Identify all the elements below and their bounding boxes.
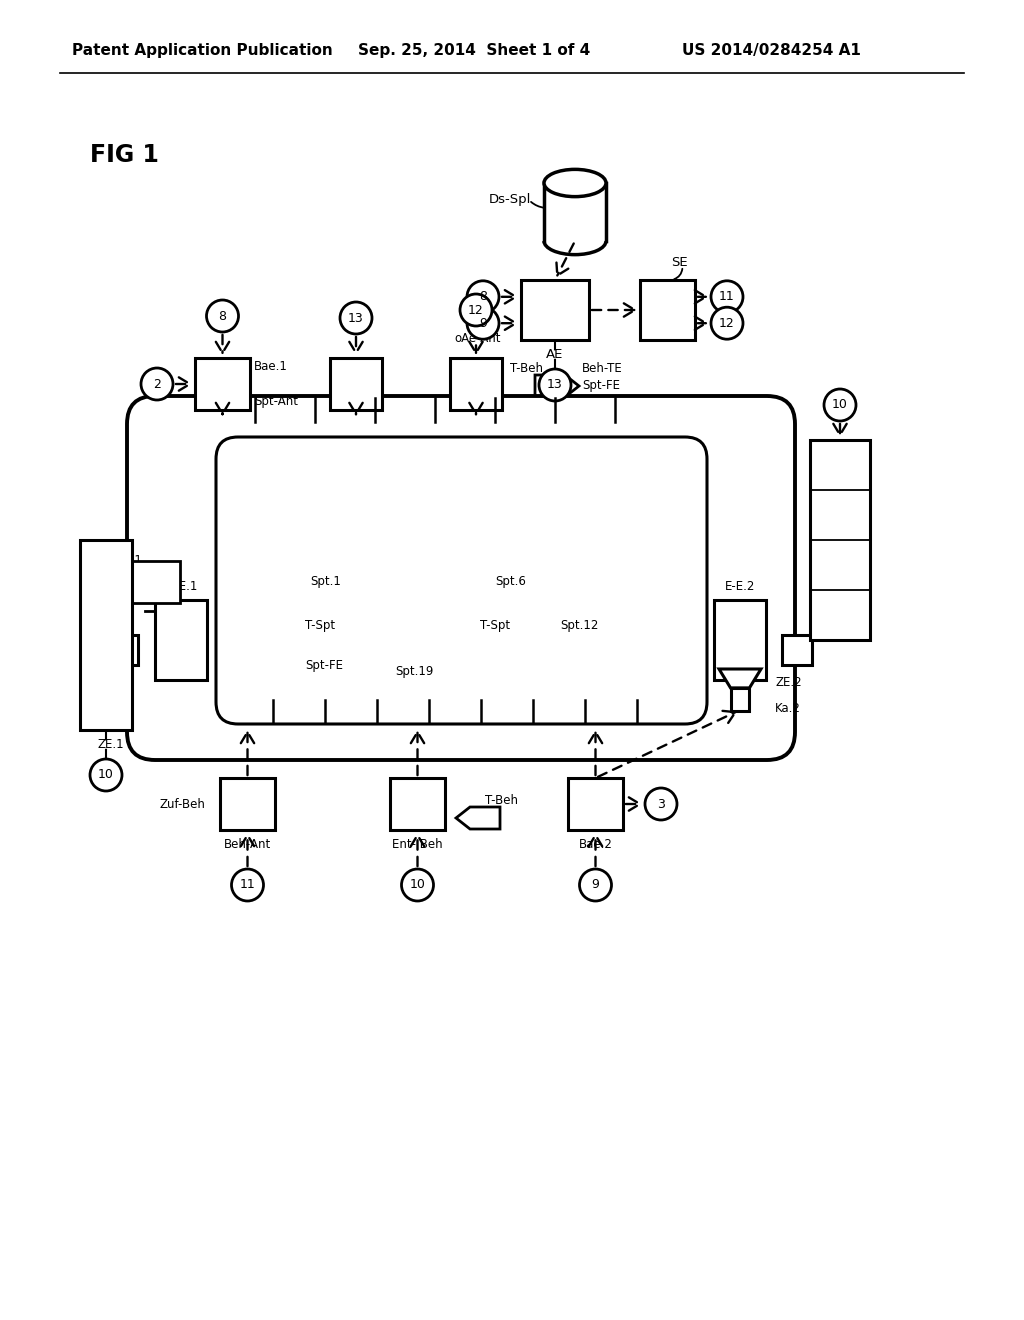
Text: Sep. 25, 2014  Sheet 1 of 4: Sep. 25, 2014 Sheet 1 of 4: [358, 42, 590, 58]
Bar: [330, 358, 382, 411]
Text: Spt-FE: Spt-FE: [305, 659, 343, 672]
FancyArrow shape: [776, 640, 812, 660]
Circle shape: [340, 302, 372, 334]
Text: 10: 10: [833, 399, 848, 412]
Text: Ds-Spl: Ds-Spl: [488, 194, 531, 206]
Bar: [80, 540, 132, 730]
Circle shape: [231, 869, 263, 902]
Text: T-Beh: T-Beh: [510, 362, 543, 375]
Circle shape: [401, 869, 433, 902]
Ellipse shape: [544, 169, 606, 197]
Text: E-E.1: E-E.1: [168, 581, 199, 594]
Text: SE: SE: [671, 256, 688, 268]
Bar: [730, 688, 750, 711]
Text: 13: 13: [348, 312, 364, 325]
Bar: [782, 635, 812, 665]
Text: Beh-Ant: Beh-Ant: [224, 838, 271, 851]
Bar: [810, 440, 870, 640]
Bar: [195, 358, 250, 411]
Circle shape: [467, 281, 499, 313]
Text: Spt-Ant: Spt-Ant: [254, 396, 298, 408]
Circle shape: [539, 370, 571, 401]
Text: 2: 2: [153, 378, 161, 391]
Text: 13: 13: [547, 379, 563, 392]
Bar: [155, 601, 207, 680]
FancyArrow shape: [299, 627, 321, 663]
FancyArrow shape: [138, 640, 174, 660]
Text: ZE.1: ZE.1: [97, 738, 124, 751]
Text: 12: 12: [468, 304, 484, 317]
Text: Spt-FE: Spt-FE: [582, 380, 620, 392]
Text: AE: AE: [547, 347, 563, 360]
Text: 12: 12: [719, 317, 735, 330]
Bar: [220, 777, 275, 830]
Text: 8: 8: [479, 290, 487, 304]
Text: US 2014/0284254 A1: US 2014/0284254 A1: [682, 42, 861, 58]
FancyArrow shape: [518, 630, 562, 651]
Text: ZE.2: ZE.2: [775, 676, 802, 689]
Polygon shape: [719, 669, 761, 688]
Circle shape: [645, 788, 677, 820]
Text: Spt.1: Spt.1: [310, 576, 341, 589]
Bar: [390, 777, 445, 830]
Text: 10: 10: [98, 768, 114, 781]
FancyArrow shape: [456, 807, 500, 829]
Bar: [108, 635, 138, 665]
Circle shape: [90, 759, 122, 791]
Circle shape: [711, 281, 743, 313]
Bar: [714, 601, 766, 680]
Circle shape: [141, 368, 173, 400]
Text: Beh-TE: Beh-TE: [582, 362, 623, 375]
Text: FIG 1: FIG 1: [90, 143, 159, 168]
Text: 10: 10: [410, 879, 425, 891]
Bar: [450, 358, 502, 411]
Text: Ka.2: Ka.2: [775, 701, 801, 714]
Text: Bae.2: Bae.2: [579, 838, 612, 851]
Text: Ka.1: Ka.1: [117, 553, 143, 566]
Text: Spt.19: Spt.19: [395, 665, 433, 678]
Text: 11: 11: [719, 290, 735, 304]
Text: T-Spt: T-Spt: [480, 619, 510, 631]
Bar: [640, 280, 695, 341]
Text: T-Beh: T-Beh: [485, 793, 518, 807]
Text: Bae.1: Bae.1: [254, 359, 288, 372]
Circle shape: [460, 294, 492, 326]
Circle shape: [711, 308, 743, 339]
Text: Spt.12: Spt.12: [560, 619, 598, 631]
Text: 9: 9: [479, 317, 487, 330]
Text: Zuf-Beh: Zuf-Beh: [159, 797, 205, 810]
Text: Patent Application Publication: Patent Application Publication: [72, 42, 333, 58]
FancyArrow shape: [535, 375, 579, 397]
FancyBboxPatch shape: [127, 396, 795, 760]
Text: 11: 11: [240, 879, 255, 891]
Circle shape: [467, 308, 499, 339]
FancyBboxPatch shape: [216, 437, 707, 723]
Text: T-Spt: T-Spt: [305, 619, 335, 631]
Text: 8: 8: [218, 309, 226, 322]
Text: 3: 3: [657, 797, 665, 810]
Circle shape: [824, 389, 856, 421]
Circle shape: [580, 869, 611, 902]
Text: oAe-Ant: oAe-Ant: [455, 331, 502, 345]
Text: Spt.6: Spt.6: [495, 576, 526, 589]
Bar: [130, 561, 180, 603]
Circle shape: [207, 300, 239, 333]
Text: E-E.2: E-E.2: [725, 581, 755, 594]
Bar: [521, 280, 589, 341]
Text: Ent- Beh: Ent- Beh: [392, 838, 442, 851]
Text: 9: 9: [592, 879, 599, 891]
Bar: [568, 777, 623, 830]
